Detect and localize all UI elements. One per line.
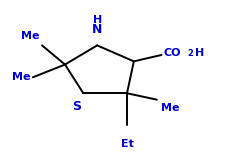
- Text: Me: Me: [161, 103, 180, 113]
- Text: H: H: [195, 48, 204, 58]
- Text: H: H: [92, 15, 102, 25]
- Text: N: N: [92, 23, 102, 36]
- Text: S: S: [72, 100, 81, 113]
- Text: 2: 2: [188, 49, 194, 58]
- Text: Et: Et: [121, 139, 134, 149]
- Text: Me: Me: [12, 72, 31, 82]
- Text: CO: CO: [164, 48, 181, 58]
- Text: Me: Me: [21, 31, 40, 41]
